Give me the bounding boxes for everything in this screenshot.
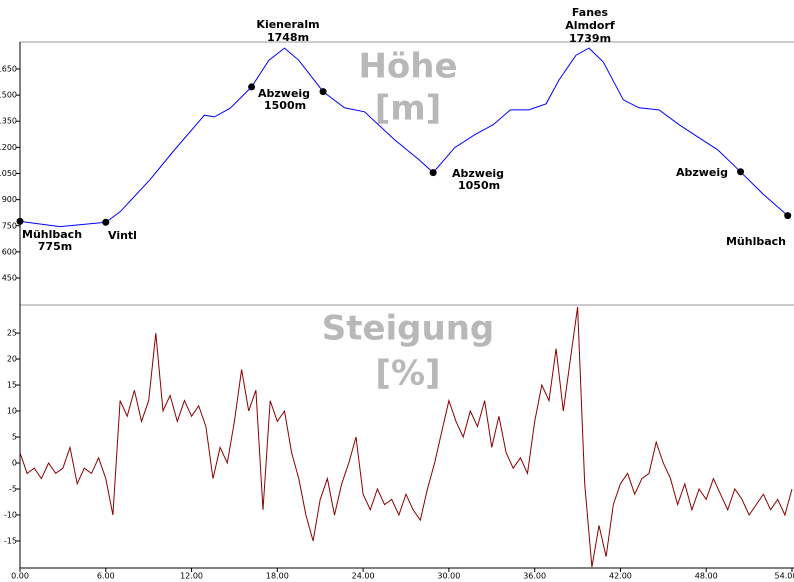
y-tick-label: -15 [4, 536, 17, 545]
y-tick-label: 1500 [0, 91, 17, 100]
x-tick-label: 18.00 [266, 572, 289, 581]
annotation: Abzweig [676, 166, 728, 179]
y-tick-label: 5 [12, 433, 17, 442]
y-tick-label: 1050 [0, 169, 17, 178]
annotation: 1500m [264, 99, 306, 112]
y-tick-label: 900 [2, 195, 17, 204]
y-tick-label: 1350 [0, 117, 17, 126]
y-tick-label: 750 [2, 221, 17, 230]
y-tick-label: 1200 [0, 143, 17, 152]
watermark-title: [%] [375, 354, 440, 394]
y-tick-label: 1650 [0, 64, 17, 73]
watermark-title: Höhe [358, 47, 457, 87]
waypoint [102, 218, 110, 226]
x-tick-label: 24.00 [352, 572, 375, 581]
x-tick-label: 6.00 [97, 572, 115, 581]
y-tick-label: 25 [7, 329, 17, 338]
y-tick-label: 0 [12, 459, 17, 468]
profile-line [19, 47, 789, 228]
waypoint [737, 168, 745, 176]
y-tick-label: -10 [4, 510, 17, 519]
y-tick-label: -5 [9, 484, 17, 493]
x-tick-label: 0.00 [11, 572, 29, 581]
x-tick-label: 30.00 [437, 572, 460, 581]
waypoint [248, 83, 256, 91]
y-tick-label: 600 [2, 247, 17, 256]
annotation: Vintl [108, 229, 137, 242]
watermark-title: Steigung [322, 309, 495, 349]
annotation: Almdorf [565, 19, 615, 32]
y-tick-label: 20 [7, 355, 17, 364]
waypoint [16, 217, 24, 225]
x-tick-label: 42.00 [609, 572, 632, 581]
annotation: Fanes [572, 6, 609, 19]
x-tick-label: 12.00 [180, 572, 203, 581]
waypoint [319, 88, 327, 96]
watermark-title: [m] [375, 89, 442, 129]
annotation: Abzweig [452, 167, 504, 180]
y-tick-label: 15 [7, 381, 17, 390]
waypoint [429, 169, 437, 177]
annotation: 775m [38, 240, 72, 253]
annotation: 1050m [458, 179, 500, 192]
y-tick-label: 10 [7, 407, 17, 416]
annotation: Mühlbach [726, 235, 786, 248]
annotation: 1739m [569, 32, 611, 45]
annotation: 1748m [267, 31, 309, 44]
y-tick-label: 450 [2, 274, 17, 283]
profile-line [19, 307, 793, 568]
x-tick-label: 36.00 [523, 572, 546, 581]
annotation: Kieneralm [256, 18, 319, 31]
annotation: Abzweig [258, 87, 310, 100]
x-tick-label: 54.00 [775, 572, 794, 581]
annotation: Mühlbach [22, 228, 82, 241]
waypoint [784, 212, 792, 220]
x-tick-label: 48.00 [695, 572, 718, 581]
